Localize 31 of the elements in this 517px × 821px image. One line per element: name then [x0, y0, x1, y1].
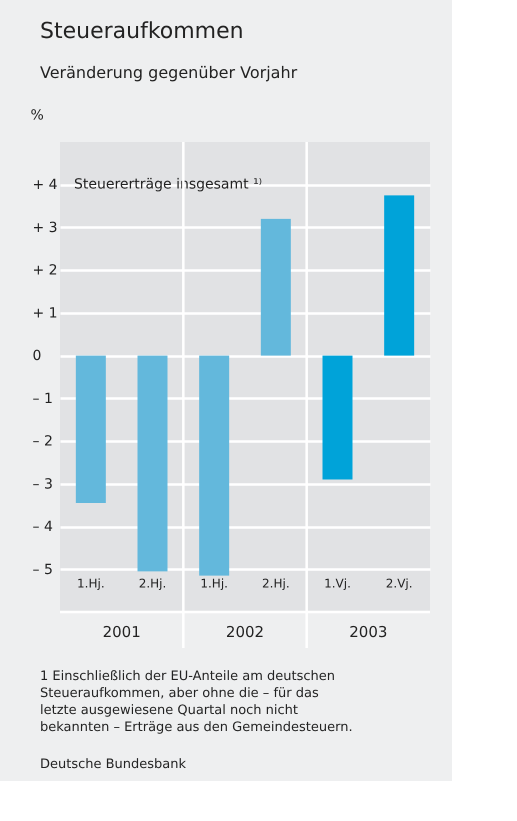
text: 2003 — [349, 623, 388, 641]
bar — [322, 356, 352, 480]
text: 2001 — [102, 623, 141, 641]
bar — [199, 356, 230, 576]
x-tick-label: 1.Hj. — [77, 576, 105, 590]
y-tick-label: 0 — [32, 348, 42, 364]
series-label: Steuererträge insgesamt ¹⁾ — [74, 176, 262, 193]
chart-subtitle: Veränderung gegenüber Vorjahr — [40, 63, 298, 82]
text: 1 Einschließlich der EU-Anteile am deutschen Steueraufkommen, aber ohne die – für das letzte ausgewiesene Quartal noch nicht bekannten – Erträge aus den Gemeindesteuern. — [40, 669, 353, 735]
x-tick-label: 2.Vj. — [386, 576, 413, 590]
y-axis-title: % — [30, 108, 44, 124]
text: Deutsche Bundesbank — [40, 757, 187, 772]
x-tick-label: 1.Vj. — [324, 576, 351, 590]
text: 2002 — [226, 623, 264, 641]
x-tick-label: 1.Hj. — [200, 576, 228, 590]
y-tick-label: + 4 — [32, 177, 58, 194]
y-tick-label: – 1 — [32, 390, 53, 407]
y-tick-label: – 5 — [32, 562, 53, 578]
bar — [260, 218, 291, 356]
y-tick-label: – 2 — [32, 434, 53, 450]
y-tick-label: + 1 — [32, 305, 58, 322]
chart-title: Steueraufkommen — [40, 19, 244, 44]
y-tick-label: – 3 — [32, 476, 53, 492]
y-tick-label: + 3 — [32, 220, 58, 236]
bar — [384, 195, 414, 356]
bar — [76, 356, 106, 504]
y-tick-label: + 2 — [32, 262, 58, 279]
x-tick-label: 2.Hj. — [138, 576, 166, 590]
y-tick-label: – 4 — [32, 519, 53, 536]
bar — [138, 356, 168, 572]
x-tick-label: 2.Hj. — [262, 576, 290, 590]
